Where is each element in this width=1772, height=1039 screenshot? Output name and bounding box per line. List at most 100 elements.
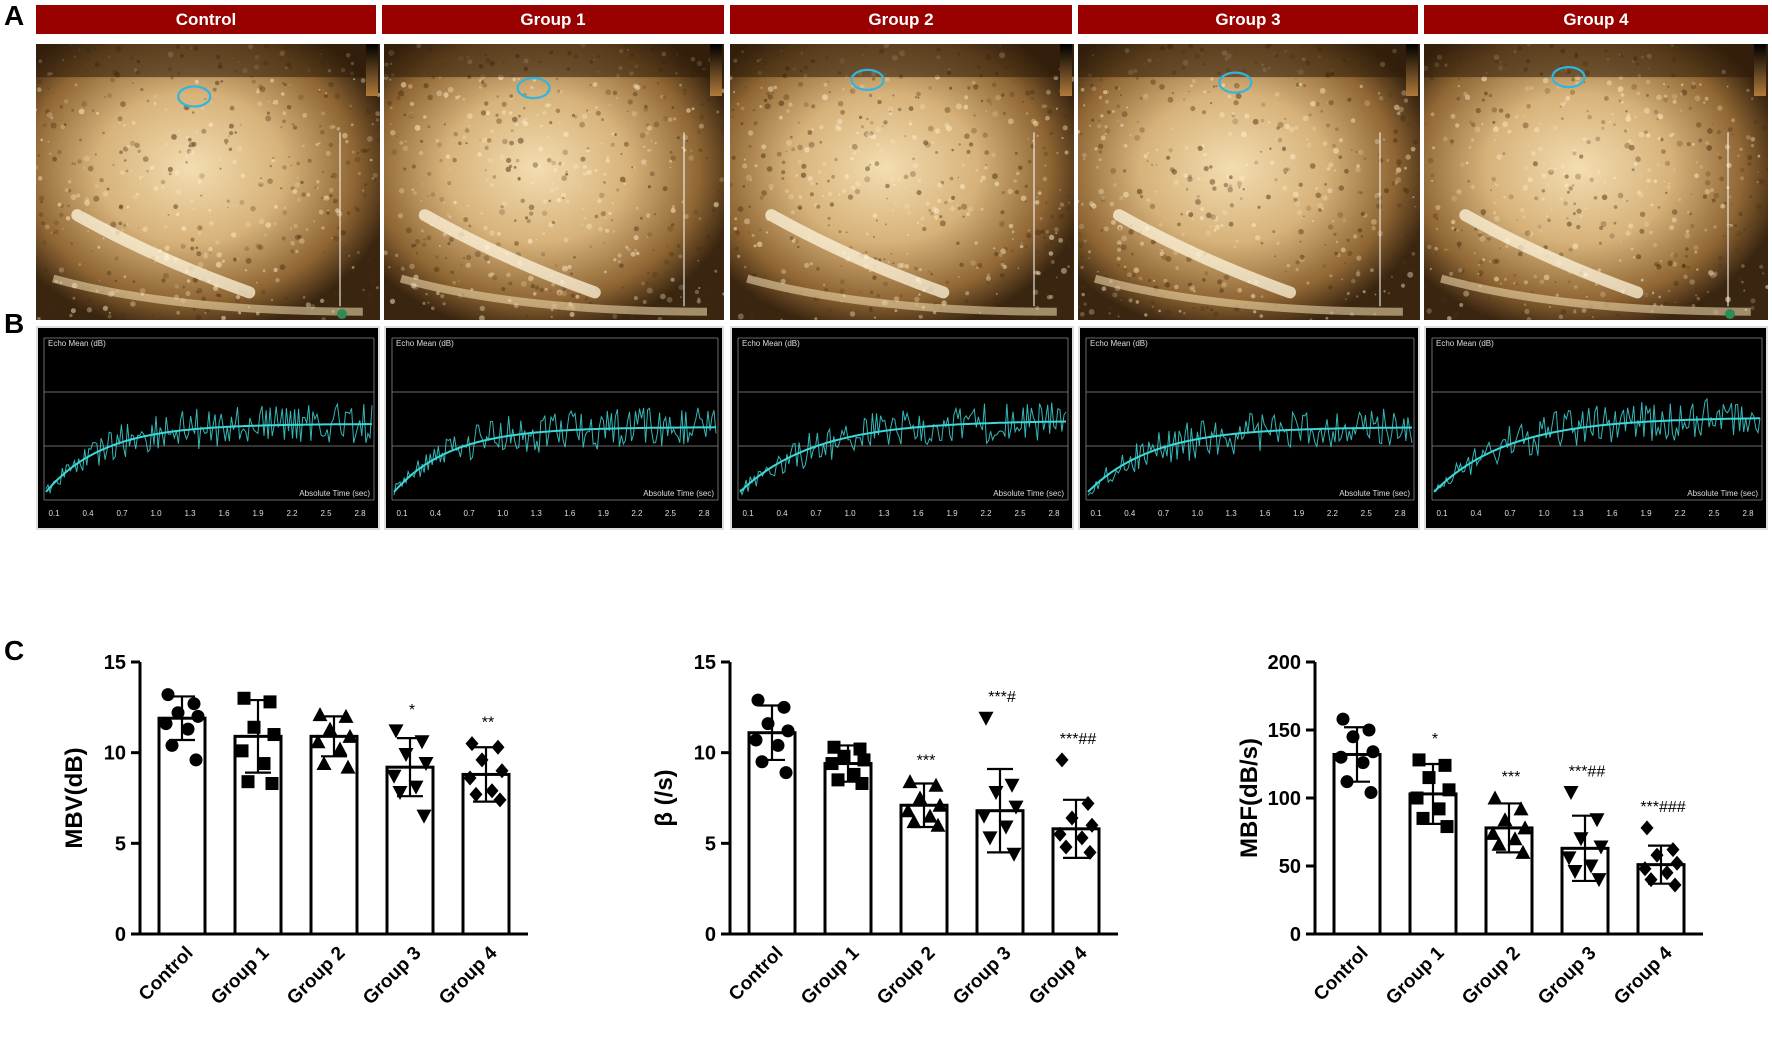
- data-point: [1660, 865, 1674, 881]
- category-label: Control: [135, 943, 198, 1006]
- data-point: [1589, 813, 1605, 828]
- category-label: Group 4: [435, 942, 502, 1009]
- tic-xtick: 1.3: [1572, 509, 1584, 518]
- data-point: [1053, 826, 1067, 842]
- tic-xtick: 0.7: [116, 509, 128, 518]
- panel-letter-a: A: [4, 0, 25, 31]
- tic-xtick: 1.9: [946, 509, 958, 518]
- tic-xlabel: Absolute Time (sec): [643, 489, 714, 498]
- tic-xtick: 2.2: [286, 509, 298, 518]
- category-label: Group 1: [797, 942, 864, 1009]
- data-point: [189, 753, 203, 767]
- data-point: [485, 783, 499, 799]
- tic-xtick: 2.5: [1361, 509, 1373, 518]
- y-tick-label: 50: [1279, 856, 1301, 878]
- data-point: [988, 786, 1004, 801]
- y-tick-label: 0: [705, 924, 716, 946]
- data-point: [310, 734, 326, 749]
- tic-fit-curve: [45, 423, 372, 493]
- data-point: [1004, 778, 1020, 793]
- tic-ylabel: Echo Mean (dB): [1436, 339, 1494, 348]
- data-point: [171, 706, 185, 720]
- significance-label: ***##: [1060, 731, 1097, 748]
- y-tick-label: 100: [1268, 788, 1301, 810]
- tic-xtick: 0.7: [1504, 509, 1516, 518]
- tic-xtick: 2.5: [1014, 509, 1026, 518]
- significance-label: ***: [1502, 769, 1521, 786]
- tic-xtick: 0.4: [776, 509, 788, 518]
- significance-label: *: [409, 702, 415, 719]
- data-point: [1650, 847, 1664, 863]
- y-tick-label: 5: [115, 833, 126, 855]
- data-point: [161, 688, 175, 702]
- significance-label: ***###: [1640, 799, 1685, 816]
- tic-xtick: 1.3: [531, 509, 543, 518]
- data-point: [831, 773, 845, 787]
- data-point: [322, 721, 338, 736]
- data-point: [1416, 811, 1430, 825]
- data-point: [1334, 750, 1348, 764]
- category-label: Group 3: [1534, 943, 1600, 1009]
- data-point: [1638, 861, 1652, 877]
- data-point: [465, 736, 479, 752]
- data-point: [1485, 825, 1501, 840]
- data-point: [932, 797, 948, 812]
- data-point: [386, 769, 402, 784]
- data-point: [825, 757, 839, 771]
- data-point: [1362, 723, 1376, 737]
- ultrasound-image-group-1: [384, 44, 724, 320]
- category-label: Group 1: [207, 942, 274, 1009]
- data-point: [263, 695, 277, 709]
- data-point: [388, 724, 404, 739]
- chart-beta: 0 5 10 15 β (/s) Control Group 1 *** Group 2 ***#…: [650, 650, 1120, 1035]
- data-point: [181, 722, 195, 736]
- y-tick-label: 10: [694, 743, 716, 765]
- tic-xtick: 2.5: [665, 509, 677, 518]
- tic-xtick: 0.4: [82, 509, 94, 518]
- tic-xtick: 0.1: [1436, 509, 1448, 518]
- category-label: Control: [725, 943, 788, 1006]
- data-point: [237, 691, 251, 705]
- tic-curve-group-2: Echo Mean (dB) Absolute Time (sec) 0.1 0.4 0…: [730, 326, 1074, 530]
- data-point: [779, 766, 793, 780]
- data-point: [1008, 800, 1024, 815]
- tic-fit-curve: [1087, 426, 1413, 493]
- data-point: [1668, 877, 1682, 893]
- data-point: [1513, 801, 1529, 816]
- tic-curve-group-3: Echo Mean (dB) Absolute Time (sec) 0.1 0.4 0…: [1078, 326, 1420, 530]
- category-label: Group 4: [1610, 942, 1677, 1009]
- data-point: [398, 747, 414, 762]
- data-point: [998, 820, 1014, 835]
- header-group-4: Group 4: [1424, 5, 1768, 34]
- data-point: [1591, 873, 1607, 888]
- data-point: [857, 753, 871, 767]
- data-point: [1422, 771, 1436, 785]
- chart-mbf: 0 50 100 150 200 MBF(dB/s) Control * Group 1 *** G…: [1235, 650, 1735, 1035]
- tic-xtick: 1.6: [912, 509, 924, 518]
- tic-xtick: 1.6: [1606, 509, 1618, 518]
- tic-ylabel: Echo Mean (dB): [48, 339, 106, 348]
- tic-xtick: 2.5: [320, 509, 332, 518]
- y-tick-label: 15: [104, 652, 126, 674]
- data-point: [1366, 745, 1380, 759]
- tic-xlabel: Absolute Time (sec): [1339, 489, 1410, 498]
- data-point: [1412, 753, 1426, 767]
- y-tick-label: 0: [1290, 924, 1301, 946]
- data-point: [1583, 859, 1599, 874]
- data-point: [1059, 839, 1073, 855]
- tic-xtick: 2.8: [698, 509, 710, 518]
- category-label: Group 2: [873, 943, 939, 1009]
- data-point: [1593, 840, 1609, 855]
- data-point: [1644, 872, 1658, 888]
- tic-xlabel: Absolute Time (sec): [993, 489, 1064, 498]
- data-point: [340, 759, 356, 774]
- category-label: Group 3: [949, 943, 1015, 1009]
- tic-ylabel: Echo Mean (dB): [742, 339, 800, 348]
- tic-xtick: 2.8: [354, 509, 366, 518]
- tic-curve-group-1: Echo Mean (dB) Absolute Time (sec) 0.1 0.4 0…: [384, 326, 724, 530]
- tic-raw-curve: [45, 402, 373, 495]
- tic-xtick: 0.1: [48, 509, 60, 518]
- tic-xtick: 1.9: [1293, 509, 1305, 518]
- data-point: [312, 707, 328, 722]
- data-point: [235, 744, 249, 758]
